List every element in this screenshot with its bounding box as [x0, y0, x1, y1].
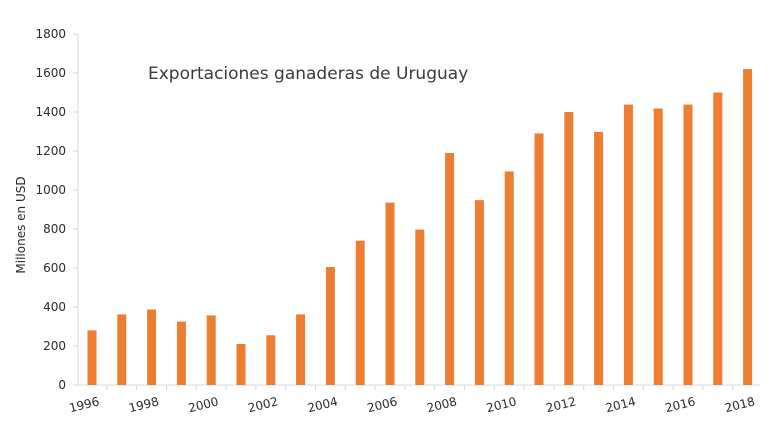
bar-1999	[176, 321, 186, 385]
y-tick-label: 1400	[35, 105, 66, 119]
bar-2005	[355, 240, 365, 385]
y-tick-labels: 0 200 400 600 800 1000 1200 1400 1600 1800	[35, 27, 78, 392]
bar-2012	[564, 112, 574, 385]
bar-2003	[296, 314, 306, 385]
bar-2009	[474, 200, 484, 385]
x-tick-label: 2012	[544, 394, 577, 415]
bar-2010	[504, 171, 514, 385]
x-tick-label: 2014	[604, 394, 637, 415]
bar-2017	[713, 92, 723, 385]
y-tick-label: 400	[43, 300, 66, 314]
bars	[87, 69, 753, 386]
bar-2007	[415, 229, 425, 385]
x-tick-label: 2016	[664, 394, 697, 415]
bar-2011	[534, 133, 544, 385]
y-tick-label: 200	[43, 339, 66, 353]
x-tick-label: 2002	[246, 394, 279, 415]
y-tick-label: 0	[58, 378, 66, 392]
x-tick-label: 2004	[306, 394, 339, 415]
bar-1997	[117, 314, 127, 385]
y-tick-label: 1800	[35, 27, 66, 41]
y-tick-label: 1200	[35, 144, 66, 158]
bar-2018	[743, 69, 753, 385]
y-axis-title: Millones en USD	[14, 176, 28, 273]
bar-2015	[653, 108, 663, 386]
bar-2016	[683, 104, 693, 385]
bar-2014	[623, 104, 633, 385]
bar-2006	[385, 202, 395, 385]
bar-2013	[594, 131, 604, 385]
x-tick-label: 2000	[187, 394, 220, 415]
x-tick-label: 2008	[425, 394, 458, 415]
x-tick-label: 2018	[723, 394, 756, 415]
bar-2008	[445, 152, 455, 385]
bar-2001	[236, 344, 246, 385]
x-tick-labels: 1996 1998 2000 2002 2004 2006 2008 2010 2012 2014…	[68, 385, 756, 415]
y-tick-label: 1600	[35, 66, 66, 80]
x-tick-label: 2006	[366, 394, 399, 415]
x-tick-label: 1996	[68, 394, 101, 415]
y-tick-label: 600	[43, 261, 66, 275]
y-tick-label: 1000	[35, 183, 66, 197]
bar-1998	[147, 309, 157, 385]
bar-2002	[266, 335, 276, 385]
bar-2000	[206, 315, 216, 385]
y-tick-label: 800	[43, 222, 66, 236]
bar-1996	[87, 330, 97, 385]
x-tick-label: 1998	[127, 394, 160, 415]
chart-title: Exportaciones ganaderas de Uruguay	[148, 64, 468, 84]
x-tick-label: 2010	[485, 394, 518, 415]
bar-2004	[325, 267, 335, 385]
